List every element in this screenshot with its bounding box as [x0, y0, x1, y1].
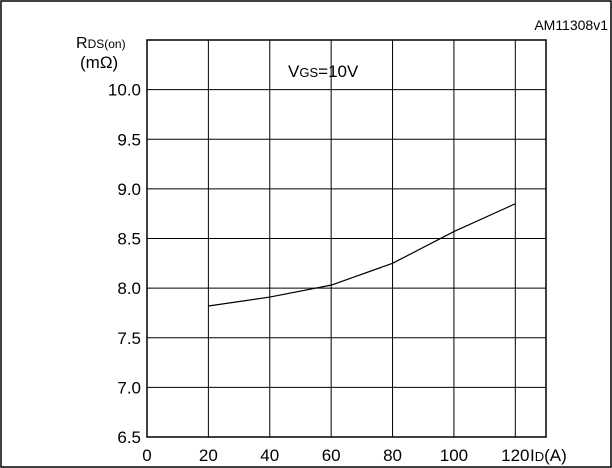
y-tick-label: 9.0: [117, 180, 141, 199]
vgs-annotation: VGS=10V: [288, 62, 359, 81]
y-tick-labels: 6.5 7.0 7.5 8.0 8.5 9.0 9.5 10.0: [108, 81, 141, 447]
y-tick-label: 7.0: [117, 378, 141, 397]
x-axis-label: ID(A): [530, 446, 567, 465]
x-tick-label: 120: [501, 446, 529, 465]
y-axis-unit: (mΩ): [80, 53, 118, 72]
vgs-suffix: =10V: [318, 62, 359, 81]
vgs-prefix: V: [288, 62, 300, 81]
y-tick-label: 9.5: [117, 130, 141, 149]
rds-on-curve: [208, 204, 515, 306]
y-tick-label: 8.0: [117, 279, 141, 298]
y-axis-label-main: R: [76, 35, 88, 52]
x-tick-label: 40: [260, 446, 279, 465]
grid-layer: [147, 40, 546, 437]
x-tick-label: 0: [142, 446, 151, 465]
vgs-sub: GS: [299, 65, 318, 80]
x-tick-label: 100: [440, 446, 468, 465]
y-tick-label: 6.5: [117, 428, 141, 447]
curve-layer: [208, 204, 515, 306]
y-axis-label: RDS(on): [76, 35, 126, 52]
x-axis-label-unit: (A): [544, 446, 567, 465]
x-tick-labels: 0 20 40 60 80 100 120: [142, 446, 529, 465]
y-tick-label: 10.0: [108, 81, 141, 100]
y-tick-label: 7.5: [117, 329, 141, 348]
figure-id: AM11308v1: [534, 17, 608, 33]
x-tick-label: 60: [322, 446, 341, 465]
x-axis-label-sub: D: [535, 449, 544, 464]
y-axis-label-sub: DS(on): [88, 37, 126, 51]
x-tick-label: 80: [383, 446, 402, 465]
x-tick-label: 20: [199, 446, 218, 465]
y-tick-label: 8.5: [117, 230, 141, 249]
